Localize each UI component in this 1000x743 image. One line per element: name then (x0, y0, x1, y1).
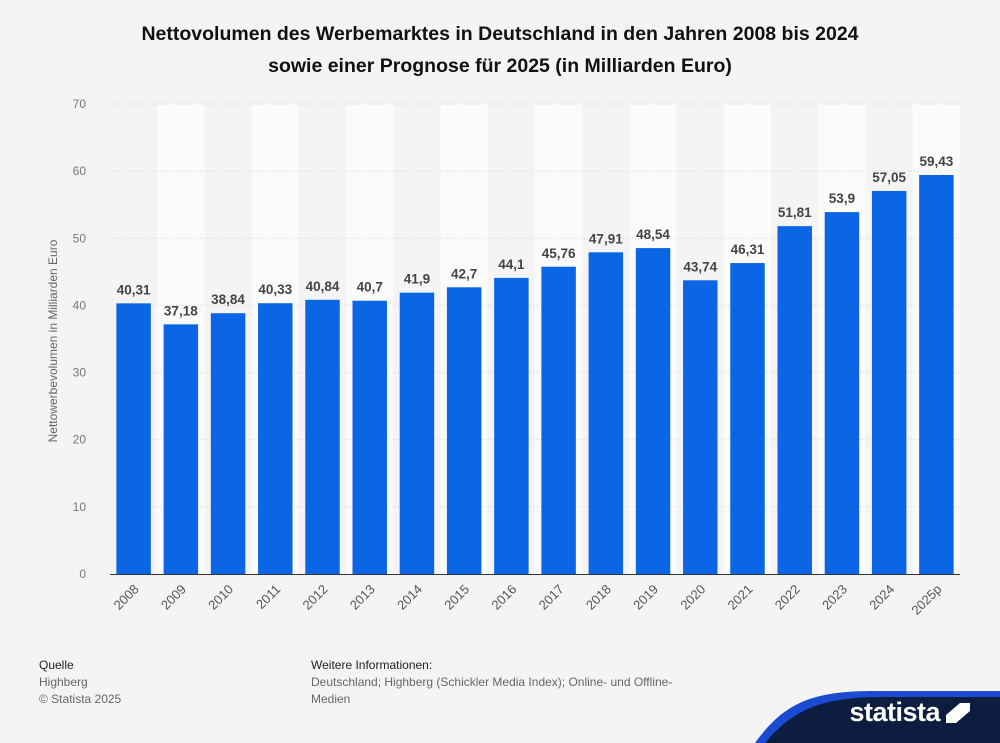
data-label-2015: 42,7 (451, 266, 477, 281)
bar-2024[interactable] (871, 190, 907, 574)
bar-2017[interactable] (541, 266, 576, 574)
bar-2023[interactable] (824, 212, 860, 574)
chart-title-line-2: sowie einer Prognose für 2025 (in Millia… (268, 55, 732, 77)
data-label-2009: 37,18 (164, 303, 198, 318)
y-tick-label: 40 (73, 298, 87, 312)
chart-title-line-1: Nettovolumen des Werbemarktes in Deutsch… (141, 23, 859, 45)
bar-2012[interactable] (305, 299, 340, 574)
x-tick-label-2016: 2016 (488, 582, 519, 613)
bar-2025p[interactable] (919, 174, 954, 574)
info-block: Weitere Informationen: Deutschland; High… (311, 657, 691, 708)
data-label-2016: 44,1 (498, 257, 525, 272)
source-name[interactable]: Highberg (39, 675, 88, 689)
y-tick-label: 70 (73, 97, 87, 111)
bar-2019[interactable] (635, 248, 671, 575)
bar-2016[interactable] (494, 277, 529, 574)
chart-title: Nettovolumen des Werbemarktes in Deutsch… (0, 18, 1000, 82)
y-axis-ticks: 0 10 20 30 40 50 60 70 (73, 97, 87, 581)
data-label-2019: 48,54 (636, 227, 670, 242)
bar-2009[interactable] (163, 324, 199, 574)
data-label-2024: 57,05 (872, 170, 906, 185)
brand-wave-shape (755, 691, 1000, 743)
bar-2020[interactable] (683, 280, 718, 574)
x-tick-label-2015: 2015 (441, 582, 472, 613)
bar-2014[interactable] (399, 292, 435, 574)
y-axis-title: Nettowerbevolumen in Milliarden Euro (46, 239, 60, 442)
y-tick-label: 10 (73, 500, 87, 514)
x-tick-label-2023: 2023 (819, 582, 850, 613)
data-labels: 40,31 37,18 38,84 40,33 40,84 40,7 41,9 42,7 44,… (117, 154, 954, 318)
x-tick-label-2020: 2020 (677, 582, 708, 613)
bar-2015[interactable] (446, 287, 482, 574)
x-tick-label-2021: 2021 (725, 582, 756, 613)
x-tick-label-2010: 2010 (205, 582, 236, 613)
bar-2018[interactable] (588, 252, 624, 574)
bar-2022[interactable] (777, 226, 812, 574)
x-tick-label-2018: 2018 (583, 582, 614, 613)
bar-2011[interactable] (258, 303, 293, 574)
y-tick-label: 20 (73, 433, 87, 447)
info-text[interactable]: Deutschland; Highberg (Schickler Media I… (311, 675, 673, 706)
x-tick-label-2012: 2012 (300, 582, 331, 613)
data-label-2023: 53,9 (829, 191, 855, 206)
gridlines (110, 103, 960, 508)
copyright: © Statista 2025 (39, 692, 122, 706)
x-tick-label-2014: 2014 (394, 582, 425, 613)
data-label-2025p: 59,43 (919, 154, 953, 169)
brand-logo-text: statista (849, 697, 940, 727)
bar-2021[interactable] (730, 263, 765, 574)
data-label-2011: 40,33 (258, 282, 292, 297)
data-label-2017: 45,76 (542, 246, 576, 261)
data-label-2020: 43,74 (683, 259, 717, 274)
x-tick-label-2019: 2019 (630, 582, 661, 613)
x-tick-label-2008: 2008 (111, 582, 142, 613)
brand-banner[interactable]: statista (755, 681, 1000, 743)
data-label-2018: 47,91 (589, 231, 623, 246)
y-tick-label: 60 (73, 164, 87, 178)
data-label-2013: 40,7 (357, 280, 383, 295)
statista-logo-icon (946, 703, 970, 723)
source-block: Quelle Highberg © Statista 2025 (39, 657, 121, 708)
x-tick-label-2022: 2022 (772, 582, 803, 613)
x-tick-label-2009: 2009 (158, 582, 189, 613)
x-tick-label-2024: 2024 (866, 582, 897, 613)
source-heading: Quelle (39, 658, 74, 672)
bars (116, 174, 954, 575)
info-heading: Weitere Informationen: (311, 658, 433, 672)
bar-2010[interactable] (210, 313, 246, 574)
x-axis-ticks: 2008 2009 2010 2011 2012 2013 2014 2015 2016 2017… (111, 582, 945, 618)
bar-chart: 0 10 20 30 40 50 60 70 40,31 37,18 38,84 40,33 40,8… (46, 97, 960, 618)
data-label-2022: 51,81 (778, 205, 812, 220)
data-label-2010: 38,84 (211, 292, 245, 307)
bar-2008[interactable] (116, 303, 151, 574)
x-tick-label-2013: 2013 (347, 582, 378, 613)
y-tick-label: 0 (79, 567, 86, 581)
y-tick-label: 30 (73, 366, 87, 380)
x-tick-label-2011: 2011 (253, 582, 283, 612)
data-label-2014: 41,9 (404, 272, 430, 287)
data-label-2008: 40,31 (117, 282, 151, 297)
x-tick-label-2017: 2017 (536, 582, 567, 613)
data-label-2012: 40,84 (306, 279, 340, 294)
bar-2013[interactable] (352, 300, 387, 574)
x-tick-label-2025p: 2025p (908, 582, 944, 618)
data-label-2021: 46,31 (731, 242, 765, 257)
y-tick-label: 50 (73, 231, 87, 245)
